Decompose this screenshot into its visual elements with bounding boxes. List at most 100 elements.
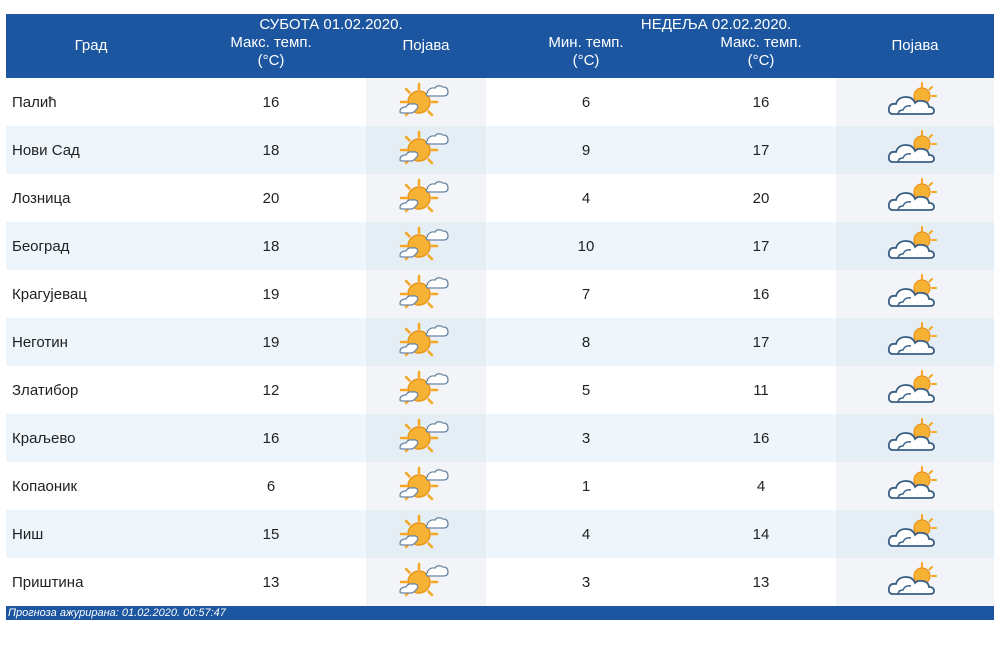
day2-max-temp: 14 — [686, 510, 836, 558]
cloud-with-sun-icon — [886, 560, 944, 604]
day2-phenomenon — [836, 270, 994, 318]
day2-max-temp: 16 — [686, 78, 836, 126]
day1-max-temp: 6 — [176, 462, 366, 510]
day1-max-temp: 16 — [176, 414, 366, 462]
city-column-header: Град — [6, 14, 176, 78]
day2-min-temp: 6 — [486, 78, 686, 126]
day1-max-temp: 19 — [176, 318, 366, 366]
sun-with-small-cloud-icon — [397, 416, 455, 460]
city-name: Београд — [6, 222, 176, 270]
day2-max-temp: 17 — [686, 222, 836, 270]
table-row: Неготин 19 8 17 — [6, 318, 994, 366]
day2-phenomenon — [836, 222, 994, 270]
day1-max-temp: 19 — [176, 270, 366, 318]
day1-max-temp-header: СУБОТА 01.02.2020. Макс. темп. (°C) — [176, 14, 403, 78]
cloud-with-sun-icon — [886, 128, 944, 172]
day2-max-temp: 17 — [686, 126, 836, 174]
day1-phenomenon — [366, 222, 486, 270]
table-row: Ниш 15 4 14 — [6, 510, 994, 558]
day1-max-temp: 12 — [176, 366, 366, 414]
day2-phenomenon-header: Појава — [836, 14, 994, 78]
table-row: Нови Сад 18 9 17 — [6, 126, 994, 174]
sun-with-small-cloud-icon — [397, 560, 455, 604]
city-name: Крагујевац — [6, 270, 176, 318]
table-row: Лозница 20 4 20 — [6, 174, 994, 222]
city-name: Ниш — [6, 510, 176, 558]
table-row: Крагујевац 19 7 16 — [6, 270, 994, 318]
day1-max-temp: 16 — [176, 78, 366, 126]
day2-min-temp: 7 — [486, 270, 686, 318]
city-name: Краљево — [6, 414, 176, 462]
city-name: Палић — [6, 78, 176, 126]
day2-min-temp-header: НЕДЕЉА 02.02.2020. Мин. темп. (°C) — [486, 14, 791, 78]
day2-phenomenon — [836, 510, 994, 558]
cloud-with-sun-icon — [886, 320, 944, 364]
day2-max-temp: 16 — [686, 270, 836, 318]
city-name: Приштина — [6, 558, 176, 606]
table-row: Златибор 12 5 11 — [6, 366, 994, 414]
day2-min-temp: 4 — [486, 510, 686, 558]
sun-with-small-cloud-icon — [397, 80, 455, 124]
day1-phenomenon-header: Појава — [366, 14, 486, 78]
day2-max-temp: 11 — [686, 366, 836, 414]
day1-phenomenon — [366, 558, 486, 606]
cloud-with-sun-icon — [886, 464, 944, 508]
day2-phenomenon — [836, 174, 994, 222]
sun-with-small-cloud-icon — [397, 176, 455, 220]
sun-with-small-cloud-icon — [397, 272, 455, 316]
cloud-with-sun-icon — [886, 272, 944, 316]
day2-min-temp: 4 — [486, 174, 686, 222]
day2-min-temp: 3 — [486, 414, 686, 462]
table-row: Београд 18 10 17 — [6, 222, 994, 270]
day2-min-temp: 5 — [486, 366, 686, 414]
day2-max-temp: 20 — [686, 174, 836, 222]
day2-max-temp: 17 — [686, 318, 836, 366]
cloud-with-sun-icon — [886, 224, 944, 268]
day1-max-temp: 20 — [176, 174, 366, 222]
city-name: Копаоник — [6, 462, 176, 510]
cloud-with-sun-icon — [886, 512, 944, 556]
city-name: Лозница — [6, 174, 176, 222]
cloud-with-sun-icon — [886, 368, 944, 412]
day2-phenomenon — [836, 558, 994, 606]
day1-phenomenon — [366, 174, 486, 222]
update-timestamp: Прогноза ажурирана: 01.02.2020. 00:57:47 — [8, 607, 226, 619]
day2-min-temp: 8 — [486, 318, 686, 366]
day2-min-temp: 1 — [486, 462, 686, 510]
day1-phenomenon — [366, 462, 486, 510]
day1-title: СУБОТА 01.02.2020. — [259, 16, 403, 33]
day2-title: НЕДЕЉА 02.02.2020. — [640, 16, 792, 33]
day2-phenomenon — [836, 78, 994, 126]
day1-phenomenon — [366, 318, 486, 366]
sun-with-small-cloud-icon — [397, 320, 455, 364]
day2-phenomenon — [836, 318, 994, 366]
day2-max-temp-header: Макс. темп. (°C) — [686, 14, 836, 78]
city-name: Нови Сад — [6, 126, 176, 174]
day1-max-temp: 18 — [176, 222, 366, 270]
header-row: Град СУБОТА 01.02.2020. Макс. темп. (°C)… — [6, 14, 994, 78]
day1-phenomenon — [366, 78, 486, 126]
city-name: Златибор — [6, 366, 176, 414]
day1-max-temp: 15 — [176, 510, 366, 558]
cloud-with-sun-icon — [886, 80, 944, 124]
day2-min-temp: 9 — [486, 126, 686, 174]
sun-with-small-cloud-icon — [397, 224, 455, 268]
table-row: Приштина 13 3 13 — [6, 558, 994, 606]
sun-with-small-cloud-icon — [397, 368, 455, 412]
day1-phenomenon — [366, 270, 486, 318]
day2-phenomenon — [836, 126, 994, 174]
day2-phenomenon — [836, 414, 994, 462]
day2-phenomenon — [836, 462, 994, 510]
day1-max-temp: 18 — [176, 126, 366, 174]
day2-phenomenon — [836, 366, 994, 414]
day1-phenomenon — [366, 510, 486, 558]
day2-max-temp: 4 — [686, 462, 836, 510]
day2-max-temp: 13 — [686, 558, 836, 606]
city-name: Неготин — [6, 318, 176, 366]
table-row: Краљево 16 3 16 — [6, 414, 994, 462]
day1-max-temp: 13 — [176, 558, 366, 606]
cloud-with-sun-icon — [886, 176, 944, 220]
sun-with-small-cloud-icon — [397, 464, 455, 508]
update-footer: Прогноза ажурирана: 01.02.2020. 00:57:47 — [6, 606, 994, 620]
